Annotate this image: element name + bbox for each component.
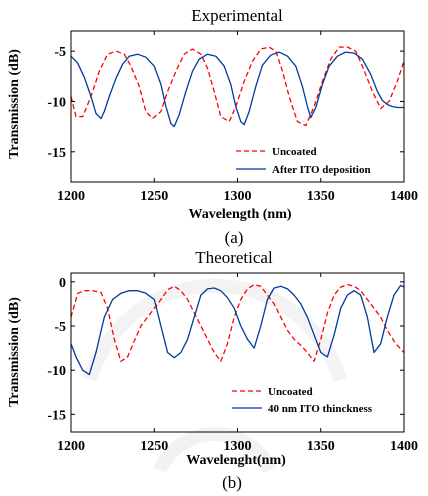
x-tick-label: 1300 [224,439,252,454]
x-tick-label: 1200 [57,439,85,454]
x-axis-label: Wavelength (nm) [188,207,291,222]
chart-title: Theoretical [195,248,273,267]
legend-label-ito: 40 nm ITO thinckness [268,403,373,415]
x-axis-label: Wavelenght(nm) [186,453,286,468]
x-tick-label: 1300 [224,189,252,204]
y-tick-label: 0 [59,276,66,291]
x-tick-label: 1400 [390,439,418,454]
series-line-1 [71,284,404,376]
y-tick-label: -15 [47,146,66,161]
y-tick-label: -5 [54,45,66,60]
y-axis-label: Transmission (dB) [7,49,22,159]
x-tick-label: 1250 [140,189,168,204]
panel-label: (b) [222,473,242,492]
y-tick-label: -10 [47,95,66,110]
x-tick-label: 1400 [390,189,418,204]
legend-label-ito: After ITO deposition [272,164,371,176]
chart-title: Experimental [191,6,283,25]
legend-label-uncoated: Uncoated [268,386,313,398]
y-axis-label: Transmission (dB) [7,297,22,407]
series-line-0 [71,283,404,362]
x-tick-label: 1250 [140,439,168,454]
x-tick-label: 1350 [307,439,335,454]
panel-label: (a) [225,228,244,247]
legend-label-uncoated: Uncoated [272,146,317,158]
y-tick-label: -15 [47,408,66,423]
series-line-1 [71,51,404,128]
plot-area: 1200 1250 1300 1350 1400 0 -5 -10 -15 [47,272,418,454]
x-tick-label: 1350 [307,189,335,204]
legend: Uncoated After ITO deposition [236,146,371,176]
plot-area: 1200 1250 1300 1350 1400 -5 -10 -15 [47,30,418,204]
chart-theoretical: Theoretical Transmission (dB) Wavelenght… [7,248,418,492]
legend: Uncoated 40 nm ITO thinckness [232,386,373,415]
watermark [83,278,347,474]
y-tick-label: -10 [47,364,66,379]
x-tick-label: 1200 [57,189,85,204]
series-line-0 [71,46,404,127]
y-tick-label: -5 [54,320,66,335]
chart-experimental: Experimental Transmission (dB) Wavelengt… [7,6,418,247]
